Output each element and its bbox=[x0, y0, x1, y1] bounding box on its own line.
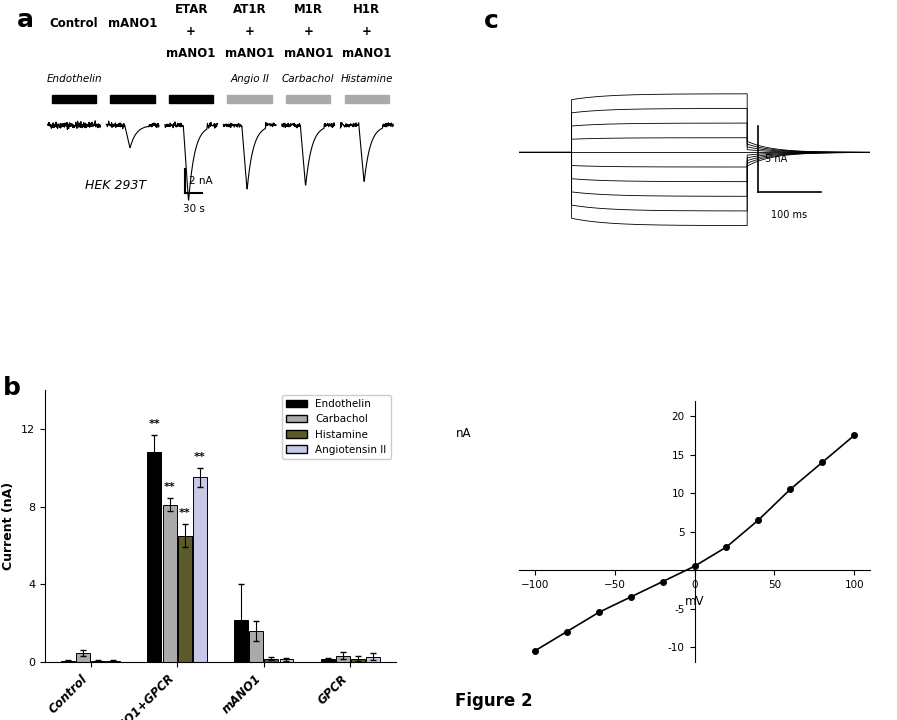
Bar bbox=[147, 452, 161, 662]
Bar bbox=[76, 652, 90, 662]
Text: mANO1: mANO1 bbox=[108, 17, 157, 30]
Bar bbox=[265, 659, 278, 662]
Text: **: ** bbox=[194, 451, 205, 462]
X-axis label: mV: mV bbox=[684, 595, 704, 608]
Text: Carbachol: Carbachol bbox=[282, 74, 335, 84]
Text: **: ** bbox=[163, 482, 176, 492]
Text: 2 nA: 2 nA bbox=[189, 176, 213, 186]
Text: b: b bbox=[3, 376, 21, 400]
Bar bbox=[162, 505, 177, 662]
Bar bbox=[169, 95, 213, 104]
Text: HEK 293T: HEK 293T bbox=[84, 179, 145, 192]
Legend: Endothelin, Carbachol, Histamine, Angiotensin II: Endothelin, Carbachol, Histamine, Angiot… bbox=[282, 395, 391, 459]
Bar bbox=[110, 95, 155, 104]
Text: a: a bbox=[17, 8, 34, 32]
Y-axis label: Current (nA): Current (nA) bbox=[3, 482, 15, 570]
Bar bbox=[320, 660, 335, 662]
Text: M1R: M1R bbox=[293, 3, 323, 16]
Bar bbox=[344, 95, 389, 104]
Text: mANO1: mANO1 bbox=[342, 47, 391, 60]
Text: c: c bbox=[483, 9, 499, 32]
Bar bbox=[228, 95, 272, 104]
Text: 5 nA: 5 nA bbox=[765, 154, 787, 164]
Text: Control: Control bbox=[50, 17, 99, 30]
Text: +: + bbox=[303, 25, 313, 38]
Text: +: + bbox=[361, 25, 371, 38]
Text: Angio II: Angio II bbox=[231, 74, 269, 84]
Text: Histamine: Histamine bbox=[341, 74, 393, 84]
Text: Endothelin: Endothelin bbox=[47, 74, 102, 84]
Bar bbox=[286, 95, 330, 104]
Text: Figure 2: Figure 2 bbox=[455, 692, 532, 710]
Text: mANO1: mANO1 bbox=[283, 47, 333, 60]
Text: nA: nA bbox=[456, 427, 471, 440]
Bar bbox=[249, 631, 263, 662]
Text: H1R: H1R bbox=[353, 3, 380, 16]
Bar bbox=[234, 619, 248, 662]
Bar bbox=[52, 95, 96, 104]
Text: mANO1: mANO1 bbox=[225, 47, 274, 60]
Text: **: ** bbox=[149, 418, 161, 428]
Text: mANO1: mANO1 bbox=[167, 47, 216, 60]
Bar bbox=[193, 477, 207, 662]
Bar bbox=[335, 656, 350, 662]
Text: +: + bbox=[245, 25, 255, 38]
Bar bbox=[366, 657, 380, 662]
Bar bbox=[280, 660, 293, 662]
Text: +: + bbox=[187, 25, 196, 38]
Text: **: ** bbox=[179, 508, 190, 518]
Text: ETAR: ETAR bbox=[174, 3, 208, 16]
Text: 30 s: 30 s bbox=[183, 204, 205, 215]
Bar bbox=[178, 536, 192, 662]
Text: 100 ms: 100 ms bbox=[771, 210, 807, 220]
Bar bbox=[351, 659, 365, 662]
Text: AT1R: AT1R bbox=[233, 3, 266, 16]
